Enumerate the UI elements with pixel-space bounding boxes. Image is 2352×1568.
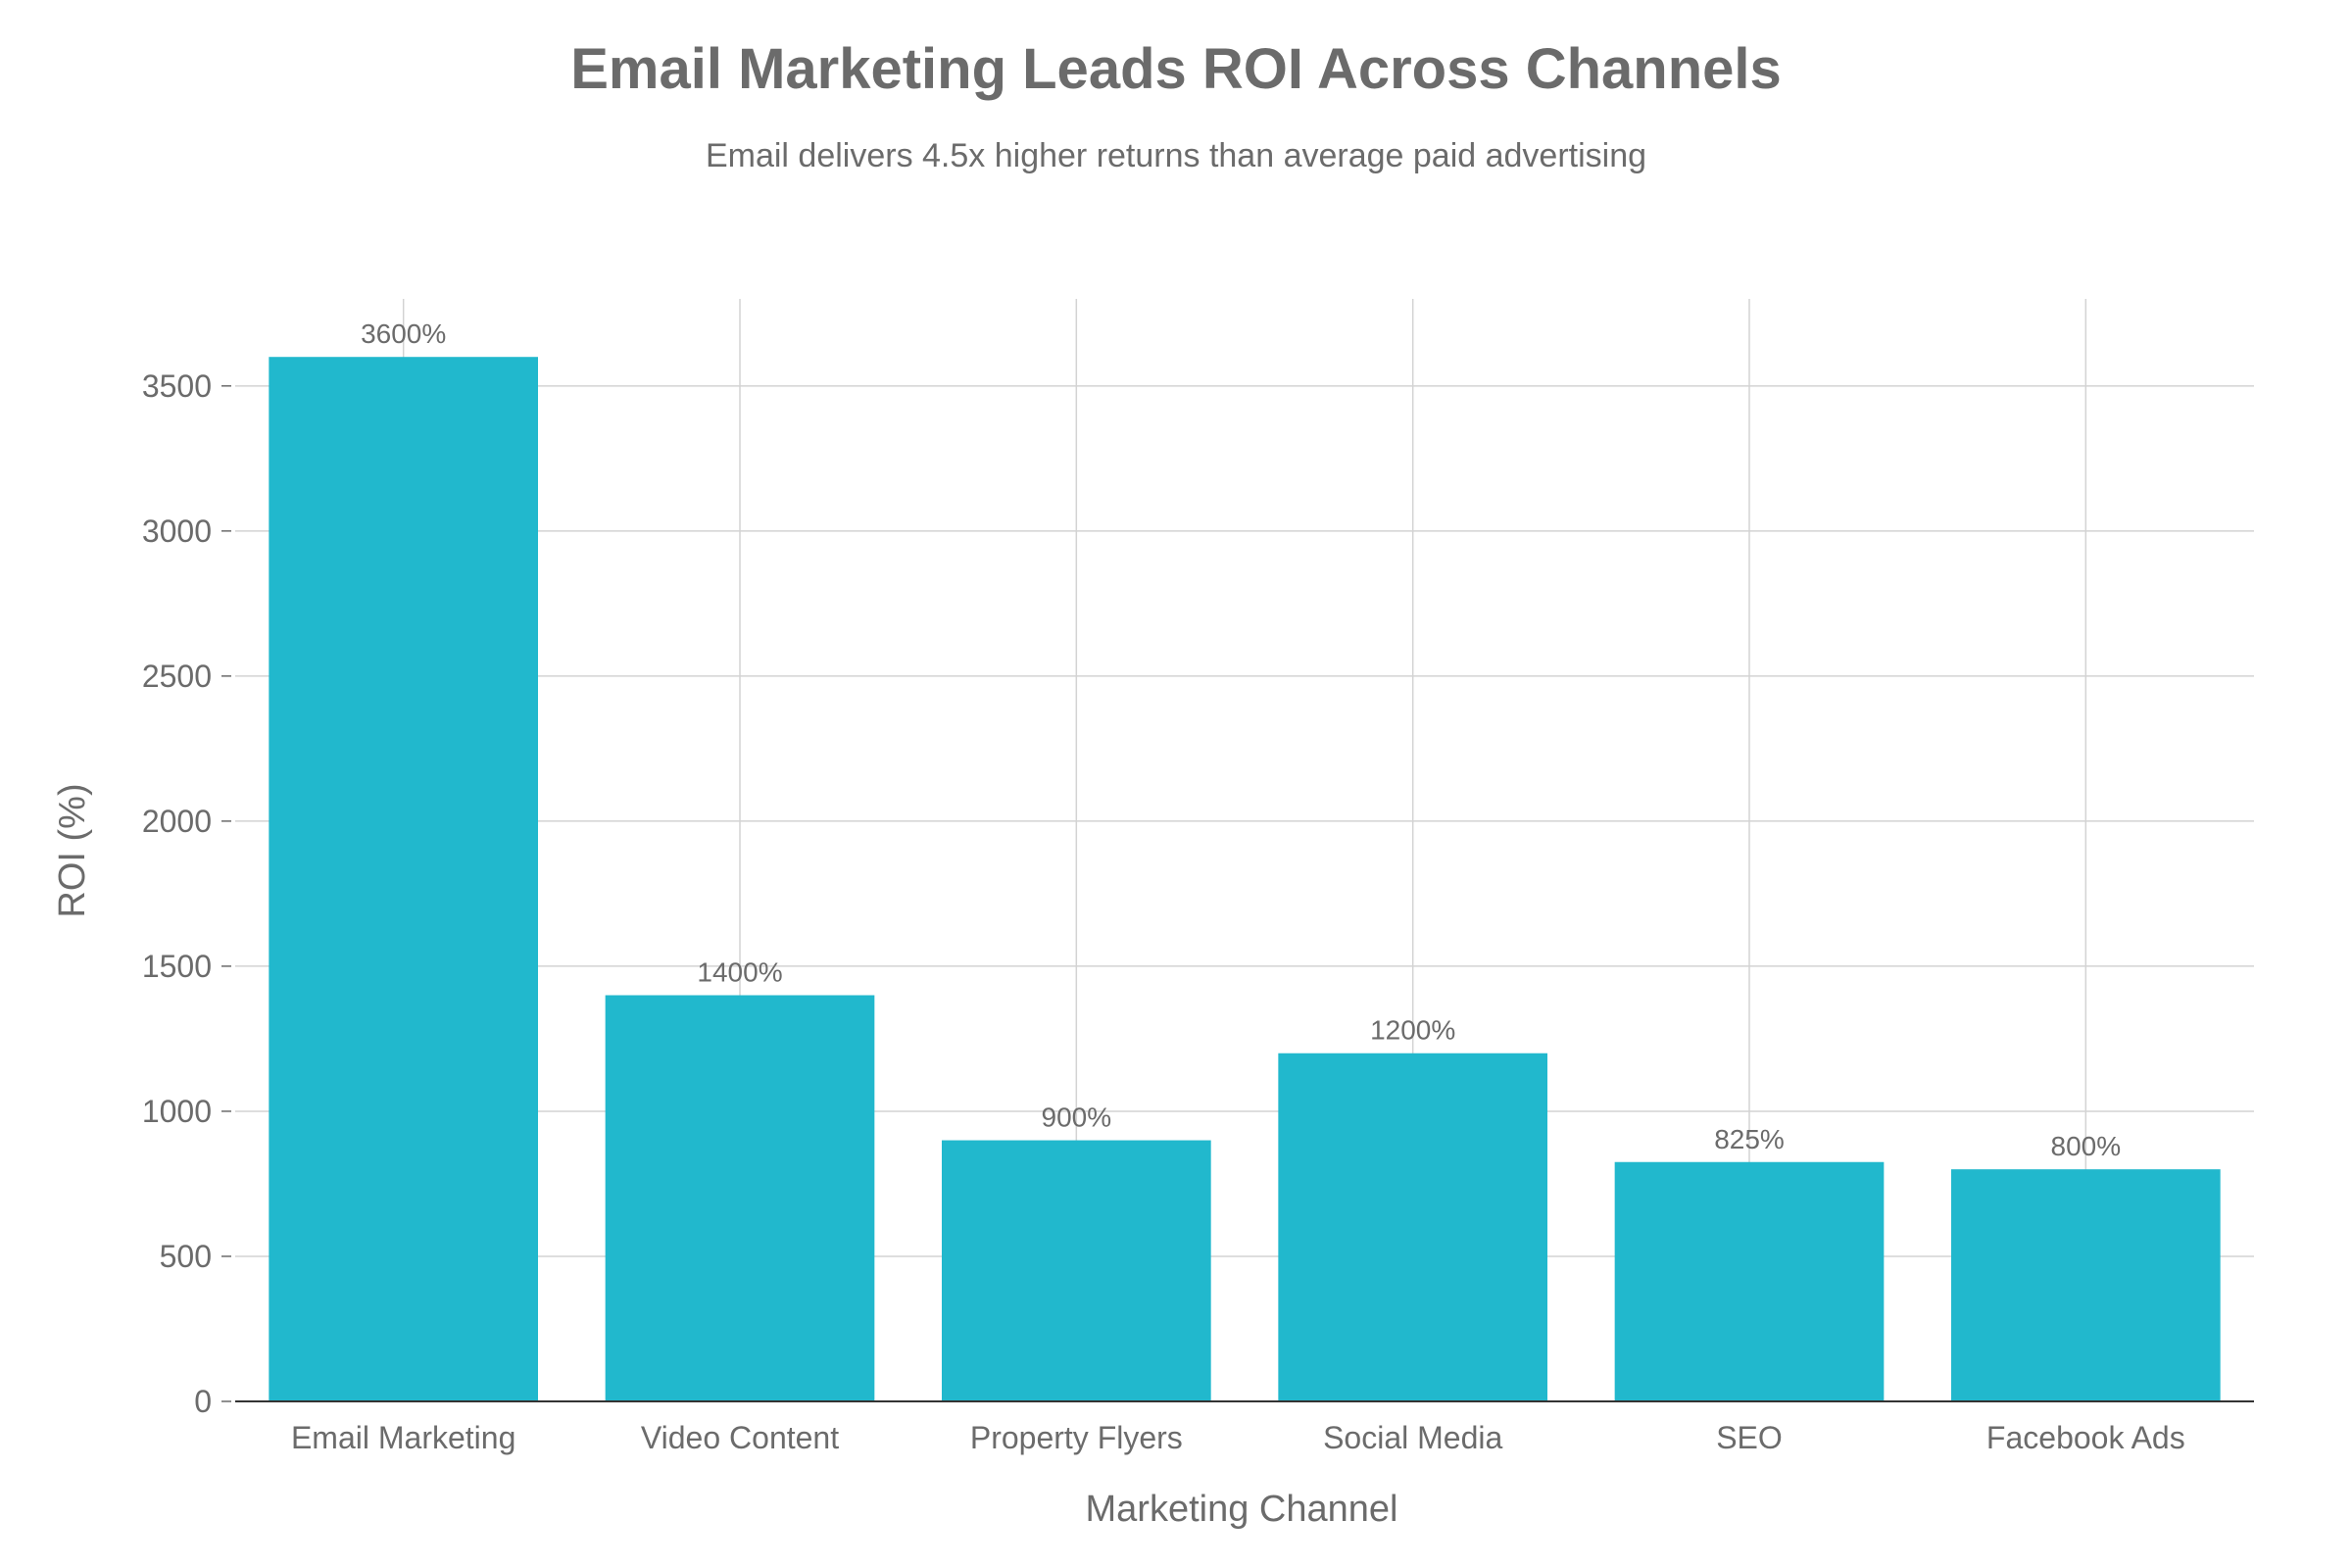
bar[interactable] xyxy=(1614,1161,1885,1401)
x-tick-label: Social Media xyxy=(1323,1420,1502,1455)
y-tick-label: 2000 xyxy=(142,804,212,839)
y-tick-label: 1500 xyxy=(142,949,212,984)
axes: 0 500 1000 1500 2000 2500 3000 3500 Email Market… xyxy=(142,368,2254,1455)
data-labels: 3600% 1400% 900% 1200% 825% 800% xyxy=(361,318,2121,1161)
data-label: 3600% xyxy=(361,318,446,349)
bar[interactable] xyxy=(1951,1169,2221,1401)
y-tick-label: 500 xyxy=(160,1239,212,1274)
y-tick-label: 2500 xyxy=(142,659,212,694)
data-label: 825% xyxy=(1714,1124,1785,1154)
y-tick-label: 1000 xyxy=(142,1094,212,1129)
x-tick-label: Facebook Ads xyxy=(1986,1420,2185,1455)
x-tick-label: Email Marketing xyxy=(291,1420,515,1455)
bar[interactable] xyxy=(605,995,875,1401)
data-label: 900% xyxy=(1042,1102,1112,1133)
y-tick-label: 3000 xyxy=(142,514,212,549)
x-axis-title: Marketing Channel xyxy=(1086,1489,1398,1530)
x-tick-label: Video Content xyxy=(641,1420,839,1455)
chart-title: Email Marketing Leads ROI Across Channel… xyxy=(570,37,1782,101)
y-tick-label: 0 xyxy=(194,1384,212,1419)
bar[interactable] xyxy=(269,357,538,1401)
data-label: 1200% xyxy=(1370,1015,1455,1046)
y-axis-title: ROI (%) xyxy=(52,783,93,917)
bar[interactable] xyxy=(942,1140,1211,1401)
x-tick-label: SEO xyxy=(1716,1420,1783,1455)
data-label: 800% xyxy=(2051,1131,2122,1161)
bars xyxy=(269,357,2221,1401)
y-tick-label: 3500 xyxy=(142,368,212,404)
data-label: 1400% xyxy=(697,957,782,988)
x-tick-label: Property Flyers xyxy=(970,1420,1183,1455)
chart-subtitle: Email delivers 4.5x higher returns than … xyxy=(706,137,1646,174)
bar[interactable] xyxy=(1278,1053,1547,1401)
